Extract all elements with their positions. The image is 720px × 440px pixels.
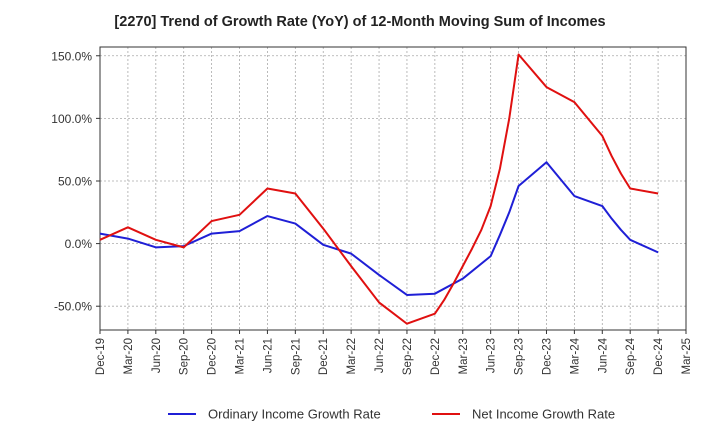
- x-tick-label: Jun-22: [374, 338, 386, 373]
- ordinary-income-growth-line: [99, 161, 659, 296]
- x-tick-label: Dec-21: [318, 338, 330, 375]
- legend-label-ordinary: Ordinary Income Growth Rate: [208, 407, 381, 422]
- x-tick-label: Mar-25: [681, 338, 693, 374]
- x-tick-label: Dec-23: [541, 338, 553, 375]
- chart-title: [2270] Trend of Growth Rate (YoY) of 12-…: [114, 14, 606, 30]
- x-tick-label: Mar-21: [235, 338, 247, 374]
- x-tick-label: Dec-20: [207, 338, 219, 375]
- y-tick-label: 50.0%: [58, 174, 92, 188]
- x-tick-label: Jun-23: [486, 338, 498, 373]
- x-tick-label: Jun-20: [151, 338, 163, 373]
- y-tick-label: 0.0%: [65, 237, 93, 251]
- x-tick-label: Mar-24: [569, 337, 581, 374]
- x-tick-label: Jun-21: [262, 338, 274, 373]
- plot-area-border: [99, 46, 687, 331]
- x-tick-label: Jun-24: [597, 337, 609, 373]
- x-tick-label: Dec-22: [430, 338, 442, 375]
- x-tick-label: Mar-23: [458, 338, 470, 374]
- x-tick-label: Mar-22: [346, 338, 358, 374]
- x-tick-label: Mar-20: [123, 338, 135, 374]
- x-tick-label: Sep-21: [290, 338, 302, 375]
- legend-label-net: Net Income Growth Rate: [472, 407, 615, 422]
- y-tick-label: 150.0%: [51, 49, 92, 63]
- x-tick-label: Sep-23: [514, 338, 526, 375]
- x-tick-label: Sep-24: [625, 337, 637, 375]
- y-tick-label: -50.0%: [54, 300, 92, 314]
- x-tick-label: Dec-24: [653, 337, 665, 375]
- x-tick-label: Dec-19: [95, 338, 107, 375]
- net-income-growth-line: [99, 53, 659, 325]
- y-tick-label: 100.0%: [51, 112, 92, 126]
- x-tick-label: Sep-22: [402, 338, 414, 375]
- x-tick-label: Sep-20: [179, 338, 191, 375]
